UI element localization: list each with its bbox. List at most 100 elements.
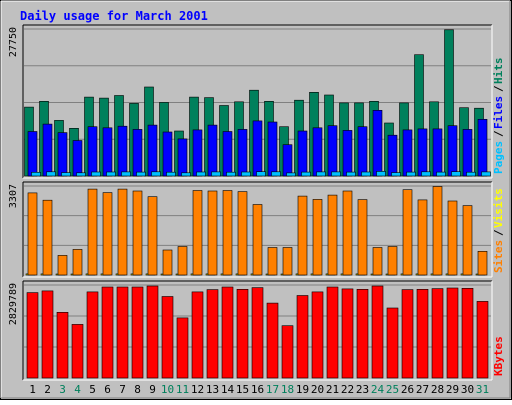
kbytes-bar [401,289,414,379]
x-tick-label: 27 [416,383,429,396]
pages-bar [136,171,146,177]
kbytes-bar [476,301,489,379]
x-tick-label: 7 [119,383,126,396]
files-bar [357,126,368,177]
files-bar [312,127,323,177]
files-bar [27,131,38,177]
kbytes-bar [71,324,84,379]
files-bar [282,144,293,177]
legend: Sites /Visits [492,188,505,273]
legend-separator: / [492,229,505,236]
files-bar [87,126,98,177]
x-tick-label: 8 [134,383,141,396]
y-axis-max-label: 27750 [8,27,19,57]
sites-bar [222,190,233,276]
x-tick-label: 17 [266,383,279,396]
pages-bar [121,171,131,177]
kbytes-bar [206,289,219,379]
kbytes-bar [176,317,189,379]
files-bar [207,124,218,177]
files-bar [342,130,353,177]
sites-bar [342,190,353,276]
x-tick-label: 24 [371,383,385,396]
x-tick-label: 2 [44,383,51,396]
pages-bar [226,171,236,177]
kbytes-bar [221,286,234,379]
legend-sites: Sites [492,240,505,273]
x-tick-label: 31 [476,383,489,396]
pages-bar [61,172,71,177]
x-tick-label: 3 [59,383,66,396]
pages-bar [91,171,101,177]
sites-visits-panel: 3307 Sites /Visits [8,181,505,278]
x-tick-label: 4 [74,383,81,396]
x-tick-label: 22 [341,383,354,396]
sites-bar [132,190,143,276]
legend-pages: Pages [492,141,505,174]
files-bar [417,128,428,177]
x-tick-label: 21 [326,383,339,396]
sites-bar [207,190,218,276]
pages-bar [106,171,116,177]
legend-separator: / [492,130,505,137]
sites-bar [57,255,68,276]
files-bar [177,138,188,177]
files-bar [447,125,458,177]
files-bar [162,131,173,177]
pages-bar [196,171,206,177]
pages-bar [346,171,356,177]
pages-bar [256,171,266,177]
kbytes-bar [386,307,399,379]
sites-bar [387,246,398,276]
sites-bar [282,247,293,276]
pages-bar [211,171,221,177]
files-bar [372,110,383,177]
pages-bar [76,172,86,177]
sites-bar [102,192,113,276]
pages-bar [406,171,416,177]
pages-bar [451,171,461,177]
sites-bar [417,199,428,276]
kbytes-bar [86,291,99,379]
legend: KBytes [492,336,505,376]
kbytes-bar [146,285,159,379]
legend-hits: Hits [492,58,505,85]
x-tick-label: 5 [89,383,96,396]
pages-bar [181,172,191,177]
files-bar [192,129,203,177]
pages-bar [166,171,176,177]
files-bar [57,132,68,177]
x-tick-label: 6 [104,383,111,396]
sites-bar [162,249,173,276]
sites-bar [147,196,158,276]
x-tick-label: 1 [29,383,36,396]
sites-bar [237,191,248,276]
pages-bar [271,171,281,177]
files-bar [477,119,488,177]
pages-bar [151,171,161,177]
legend: Pages/Files/Hits [492,58,505,175]
files-bar [222,131,233,177]
pages-bar [376,171,386,177]
kbytes-bar [101,286,114,379]
sites-bar [87,188,98,276]
legend-kbytes: KBytes [492,336,505,376]
sites-bar [327,194,338,276]
x-tick-label: 23 [356,383,369,396]
kbytes-bar [371,285,384,379]
sites-bar [312,199,323,276]
kbytes-bar [26,292,39,379]
sites-bar [192,190,203,276]
files-bar [462,129,473,177]
kbytes-bar [266,302,279,379]
chart-title: Daily usage for March 2001 [20,9,208,23]
kbytes-bar [131,286,144,379]
files-bar [147,124,158,177]
files-bar [132,129,143,177]
sites-bar [462,205,473,276]
files-bar [432,128,443,177]
y-axis-max-label: 3307 [8,184,19,208]
sites-bar [357,199,368,276]
x-tick-label: 14 [221,383,235,396]
